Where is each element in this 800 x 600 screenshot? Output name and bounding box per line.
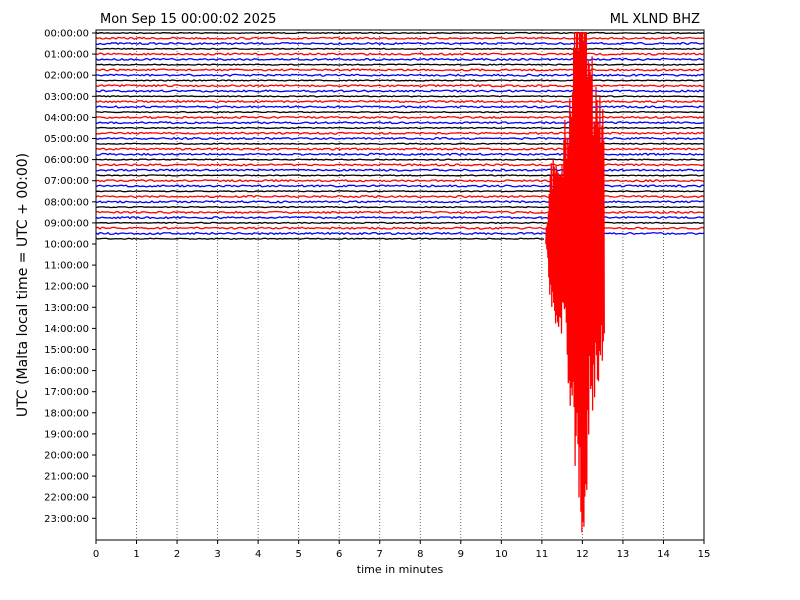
trace-line-15 [95, 110, 705, 114]
x-tick-label: 7 [377, 549, 383, 560]
x-tick-label: 5 [295, 549, 301, 560]
x-tick-label: 6 [336, 549, 342, 560]
trace-line-10 [95, 84, 705, 88]
trace-line-25 [95, 163, 705, 167]
chart-title-left: Mon Sep 15 00:00:02 2025 [100, 12, 276, 27]
y-tick-label: 20:00:00 [44, 451, 89, 462]
y-tick-label: 16:00:00 [44, 366, 89, 377]
x-tick-label: 13 [617, 549, 630, 560]
plot-frame [95, 29, 705, 541]
x-tick-label: 4 [255, 549, 261, 560]
y-tick-label: 13:00:00 [44, 303, 89, 314]
y-tick-label: 22:00:00 [44, 493, 89, 504]
y-tick-label: 03:00:00 [44, 92, 89, 103]
y-tick-label: 05:00:00 [44, 134, 89, 145]
trace-lines [95, 31, 705, 240]
earthquake-event-trace [545, 31, 605, 533]
trace-line-12 [95, 95, 705, 98]
trace-line-17 [95, 121, 705, 125]
y-tick-label: 18:00:00 [44, 408, 89, 419]
y-tick-label: 01:00:00 [44, 50, 89, 61]
y-tick-label: 12:00:00 [44, 282, 89, 293]
trace-line-14 [95, 105, 705, 109]
x-grid-lines [136, 30, 664, 540]
chart-title-right: ML XLND BHZ [610, 12, 700, 27]
trace-line-18 [95, 126, 705, 130]
trace-line-1 [95, 36, 705, 40]
trace-line-9 [95, 79, 705, 82]
trace-line-37 [95, 226, 705, 230]
trace-line-27 [95, 174, 705, 177]
earthquake-trace-line [545, 31, 605, 533]
y-tick-label: 11:00:00 [44, 261, 89, 272]
trace-line-0 [95, 31, 705, 35]
trace-line-31 [95, 194, 705, 199]
trace-line-26 [95, 168, 705, 172]
trace-line-5 [95, 57, 705, 61]
y-tick-label: 06:00:00 [44, 155, 89, 166]
trace-line-6 [95, 63, 705, 66]
trace-line-36 [96, 221, 705, 225]
y-tick-label: 07:00:00 [44, 176, 89, 187]
x-axis-ticks: 0 1 2 3 4 5 6 7 8 9 10 11 12 13 14 15 [93, 540, 711, 560]
trace-line-39 [95, 237, 545, 240]
x-tick-label: 14 [657, 549, 670, 560]
y-axis-ticks: 00:00:00 01:00:00 02:00:00 03:00:00 04:00:00… [44, 29, 96, 525]
trace-line-2 [95, 41, 705, 46]
x-tick-label: 0 [93, 549, 99, 560]
y-tick-label: 09:00:00 [44, 218, 89, 229]
trace-line-4 [95, 52, 705, 56]
trace-line-7 [95, 68, 705, 72]
trace-line-22 [95, 147, 705, 151]
y-tick-label: 10:00:00 [44, 240, 89, 251]
y-tick-label: 15:00:00 [44, 345, 89, 356]
y-tick-label: 19:00:00 [44, 429, 89, 440]
trace-line-30 [95, 190, 705, 193]
trace-line-21 [95, 142, 705, 145]
x-tick-label: 9 [458, 549, 464, 560]
trace-line-8 [95, 73, 705, 77]
trace-line-32 [95, 200, 705, 204]
x-tick-label: 1 [133, 549, 139, 560]
trace-line-28 [95, 179, 705, 183]
y-tick-label: 08:00:00 [44, 197, 89, 208]
trace-line-3 [95, 47, 705, 51]
trace-line-33 [95, 205, 705, 209]
trace-line-13 [95, 99, 705, 104]
trace-line-38 [95, 231, 705, 236]
trace-line-23 [95, 152, 705, 157]
x-tick-label: 15 [698, 549, 711, 560]
x-tick-label: 10 [495, 549, 508, 560]
trace-line-34 [95, 210, 705, 215]
trace-line-29 [95, 184, 705, 188]
y-tick-label: 23:00:00 [44, 514, 89, 525]
x-tick-label: 2 [174, 549, 180, 560]
trace-line-35 [95, 215, 705, 220]
trace-line-19 [95, 131, 705, 135]
x-tick-label: 3 [214, 549, 220, 560]
y-tick-label: 17:00:00 [44, 387, 89, 398]
trace-line-20 [95, 136, 705, 141]
y-tick-label: 02:00:00 [44, 71, 89, 82]
x-tick-label: 8 [417, 549, 423, 560]
trace-line-16 [95, 115, 705, 120]
trace-line-24 [95, 158, 705, 161]
x-tick-label: 11 [535, 549, 548, 560]
x-axis-label: time in minutes [357, 563, 444, 576]
x-tick-label: 12 [576, 549, 589, 560]
y-tick-label: 21:00:00 [44, 472, 89, 483]
y-tick-label: 14:00:00 [44, 324, 89, 335]
trace-line-11 [95, 89, 705, 93]
y-tick-label: 00:00:00 [44, 29, 89, 40]
y-tick-label: 04:00:00 [44, 113, 89, 124]
y-axis-label: UTC (Malta local time = UTC + 00:00) [15, 153, 31, 417]
